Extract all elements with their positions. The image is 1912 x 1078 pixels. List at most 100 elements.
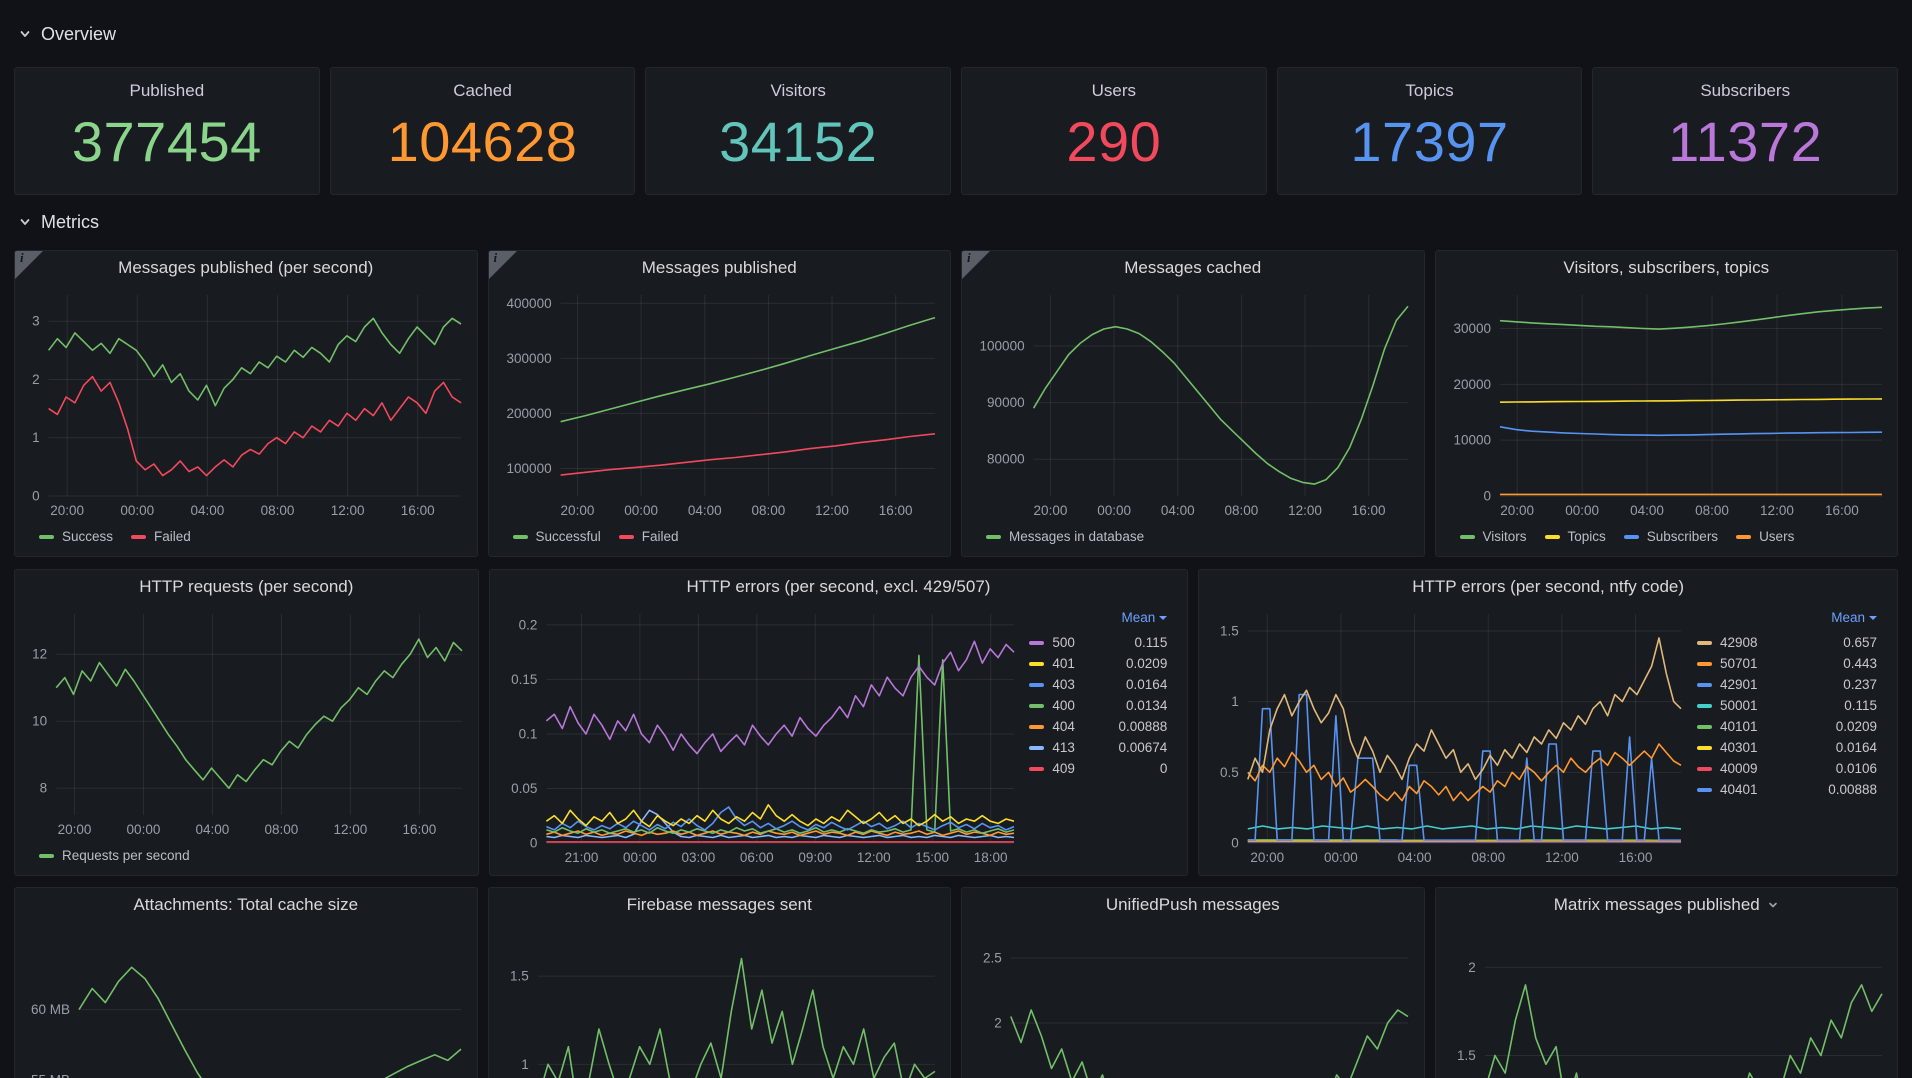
svg-text:16:00: 16:00 bbox=[1824, 503, 1858, 518]
panel-title: UnifiedPush messages bbox=[1105, 895, 1280, 914]
legend-row-50001[interactable]: 50001 0.115 bbox=[1697, 695, 1879, 716]
legend-item-successful[interactable]: Successful bbox=[512, 529, 601, 544]
legend-mean-value: 0.0209 bbox=[1126, 656, 1168, 671]
legend-mean-value: 0.443 bbox=[1843, 656, 1877, 671]
legend-item-failed[interactable]: Failed bbox=[618, 529, 679, 544]
svg-text:60 MB: 60 MB bbox=[31, 1002, 70, 1017]
legend-row-400[interactable]: 400 0.0134 bbox=[1029, 695, 1169, 716]
panel-header[interactable]: Attachments: Total cache size bbox=[15, 888, 477, 922]
time-series-chart: 80000 90000 100000 20:00 00:00 04:00 08:00 12:0… bbox=[972, 285, 1414, 522]
chevron-down-icon bbox=[1159, 615, 1168, 620]
panel-header[interactable]: Messages published bbox=[489, 251, 951, 285]
svg-text:0: 0 bbox=[1483, 489, 1491, 504]
panel-header[interactable]: Messages published (per second) bbox=[15, 251, 477, 285]
panel-header[interactable]: Visitors, subscribers, topics bbox=[1436, 251, 1898, 285]
legend-row-40301[interactable]: 40301 0.0164 bbox=[1697, 737, 1879, 758]
panel-header[interactable]: HTTP errors (per second, ntfy code) bbox=[1199, 570, 1897, 604]
panel-messages-published: i Messages published 100000 200000 300000 4… bbox=[487, 250, 951, 557]
panel-title: Matrix messages published bbox=[1553, 895, 1760, 914]
svg-text:80000: 80000 bbox=[987, 452, 1025, 467]
legend-row-413[interactable]: 413 0.00674 bbox=[1029, 737, 1169, 758]
info-icon[interactable]: i bbox=[488, 251, 518, 280]
legend-swatch bbox=[1697, 745, 1712, 750]
panel-header[interactable]: HTTP requests (per second) bbox=[15, 570, 478, 604]
legend-row-404[interactable]: 404 0.00888 bbox=[1029, 716, 1169, 737]
row-header-overview[interactable]: Overview bbox=[18, 20, 1898, 48]
legend-item-visitors[interactable]: Visitors bbox=[1459, 529, 1527, 544]
svg-text:0: 0 bbox=[32, 489, 40, 504]
legend-item-topics[interactable]: Topics bbox=[1544, 529, 1606, 544]
charts-row-3: Attachments: Total cache size 55 MB 60 MB… bbox=[14, 887, 1898, 1078]
legend-label: Failed bbox=[154, 529, 191, 544]
legend-row-42908[interactable]: 42908 0.657 bbox=[1697, 632, 1879, 653]
svg-text:2: 2 bbox=[994, 1016, 1002, 1031]
chart-legend: Successful Failed bbox=[499, 522, 941, 550]
legend-item-requests-per-second[interactable]: Requests per second bbox=[39, 848, 190, 863]
legend-item-failed[interactable]: Failed bbox=[131, 529, 191, 544]
legend-label: Failed bbox=[641, 529, 679, 544]
svg-text:2.5: 2.5 bbox=[983, 951, 1002, 966]
svg-text:08:00: 08:00 bbox=[265, 822, 299, 837]
svg-text:10000: 10000 bbox=[1453, 433, 1491, 448]
svg-text:12:00: 12:00 bbox=[815, 503, 849, 518]
stat-panel-subscribers: Subscribers 11372 bbox=[1592, 67, 1899, 195]
info-icon[interactable]: i bbox=[14, 251, 44, 280]
legend-mean-header[interactable]: Mean bbox=[1697, 606, 1879, 632]
panel-header[interactable]: Firebase messages sent bbox=[489, 888, 951, 922]
legend-swatch bbox=[1736, 534, 1752, 539]
panel-matrix-messages-published: Matrix messages published 11.52 bbox=[1434, 887, 1898, 1078]
panel-visitors-subscribers-topics: Visitors, subscribers, topics 0 10000 2000… bbox=[1434, 250, 1898, 557]
time-series-chart: 0 10000 20000 30000 20:00 00:00 04:00 08:00 12:0… bbox=[1446, 285, 1888, 522]
legend-row-500[interactable]: 500 0.115 bbox=[1029, 632, 1169, 653]
legend-row-42901[interactable]: 42901 0.237 bbox=[1697, 674, 1879, 695]
panel-firebase-messages-sent: Firebase messages sent 0.511.5 bbox=[487, 887, 951, 1078]
legend-row-40401[interactable]: 40401 0.00888 bbox=[1697, 779, 1879, 800]
svg-text:00:00: 00:00 bbox=[127, 822, 161, 837]
legend-swatch bbox=[1697, 724, 1712, 729]
legend-item-messages-in-database[interactable]: Messages in database bbox=[986, 529, 1144, 544]
row-header-metrics[interactable]: Metrics bbox=[18, 208, 1898, 236]
stat-value: 11372 bbox=[1668, 109, 1823, 173]
svg-text:200000: 200000 bbox=[506, 406, 551, 421]
legend-row-403[interactable]: 403 0.0164 bbox=[1029, 674, 1169, 695]
legend-swatch bbox=[39, 534, 54, 539]
legend-mean-header[interactable]: Mean bbox=[1029, 606, 1169, 632]
svg-text:00:00: 00:00 bbox=[1097, 503, 1131, 518]
chart-legend-table: Mean 42908 0.657 50701 0.443 42901 0.237 50001 0… bbox=[1687, 604, 1887, 869]
legend-item-success[interactable]: Success bbox=[39, 529, 113, 544]
legend-label: Users bbox=[1759, 529, 1795, 544]
legend-swatch bbox=[1029, 724, 1045, 729]
svg-text:21:00: 21:00 bbox=[564, 850, 598, 865]
legend-label: Messages in database bbox=[1009, 529, 1145, 544]
svg-text:20000: 20000 bbox=[1453, 377, 1491, 392]
legend-swatch bbox=[618, 534, 634, 539]
legend-row-50701[interactable]: 50701 0.443 bbox=[1697, 653, 1879, 674]
panel-header[interactable]: UnifiedPush messages bbox=[962, 888, 1424, 922]
legend-row-401[interactable]: 401 0.0209 bbox=[1029, 653, 1169, 674]
info-icon[interactable]: i bbox=[961, 251, 991, 280]
legend-swatch bbox=[1029, 766, 1045, 771]
legend-row-40101[interactable]: 40101 0.0209 bbox=[1697, 716, 1879, 737]
panel-header[interactable]: Messages cached bbox=[962, 251, 1424, 285]
legend-swatch bbox=[1623, 534, 1639, 539]
svg-text:0: 0 bbox=[1232, 836, 1240, 851]
legend-series-name: 50001 bbox=[1720, 698, 1758, 713]
panel-header[interactable]: HTTP errors (per second, excl. 429/507) bbox=[490, 570, 1188, 604]
legend-item-subscribers[interactable]: Subscribers bbox=[1623, 529, 1718, 544]
svg-text:20:00: 20:00 bbox=[50, 503, 84, 518]
time-series-chart: 0 0.05 0.1 0.15 0.2 21:00 00:00 03:00 06:00 09:00… bbox=[500, 604, 1020, 869]
legend-series-name: 40301 bbox=[1720, 740, 1758, 755]
chevron-down-icon bbox=[20, 31, 30, 37]
svg-text:3: 3 bbox=[32, 314, 40, 329]
svg-text:400000: 400000 bbox=[506, 296, 551, 311]
panel-header[interactable]: Matrix messages published bbox=[1436, 888, 1898, 922]
svg-text:1.5: 1.5 bbox=[1220, 623, 1239, 638]
svg-text:1.5: 1.5 bbox=[1457, 1048, 1476, 1063]
legend-item-users[interactable]: Users bbox=[1736, 529, 1794, 544]
time-series-chart: 0 1 2 3 20:00 00:00 04:00 08:00 12:00 16:00 bbox=[25, 285, 467, 522]
legend-row-40009[interactable]: 40009 0.0106 bbox=[1697, 758, 1879, 779]
stat-value: 290 bbox=[1066, 109, 1162, 173]
legend-row-409[interactable]: 409 0 bbox=[1029, 758, 1169, 779]
stat-panel-topics: Topics 17397 bbox=[1276, 67, 1583, 195]
time-series-chart: 11.522.5 bbox=[972, 922, 1414, 1078]
